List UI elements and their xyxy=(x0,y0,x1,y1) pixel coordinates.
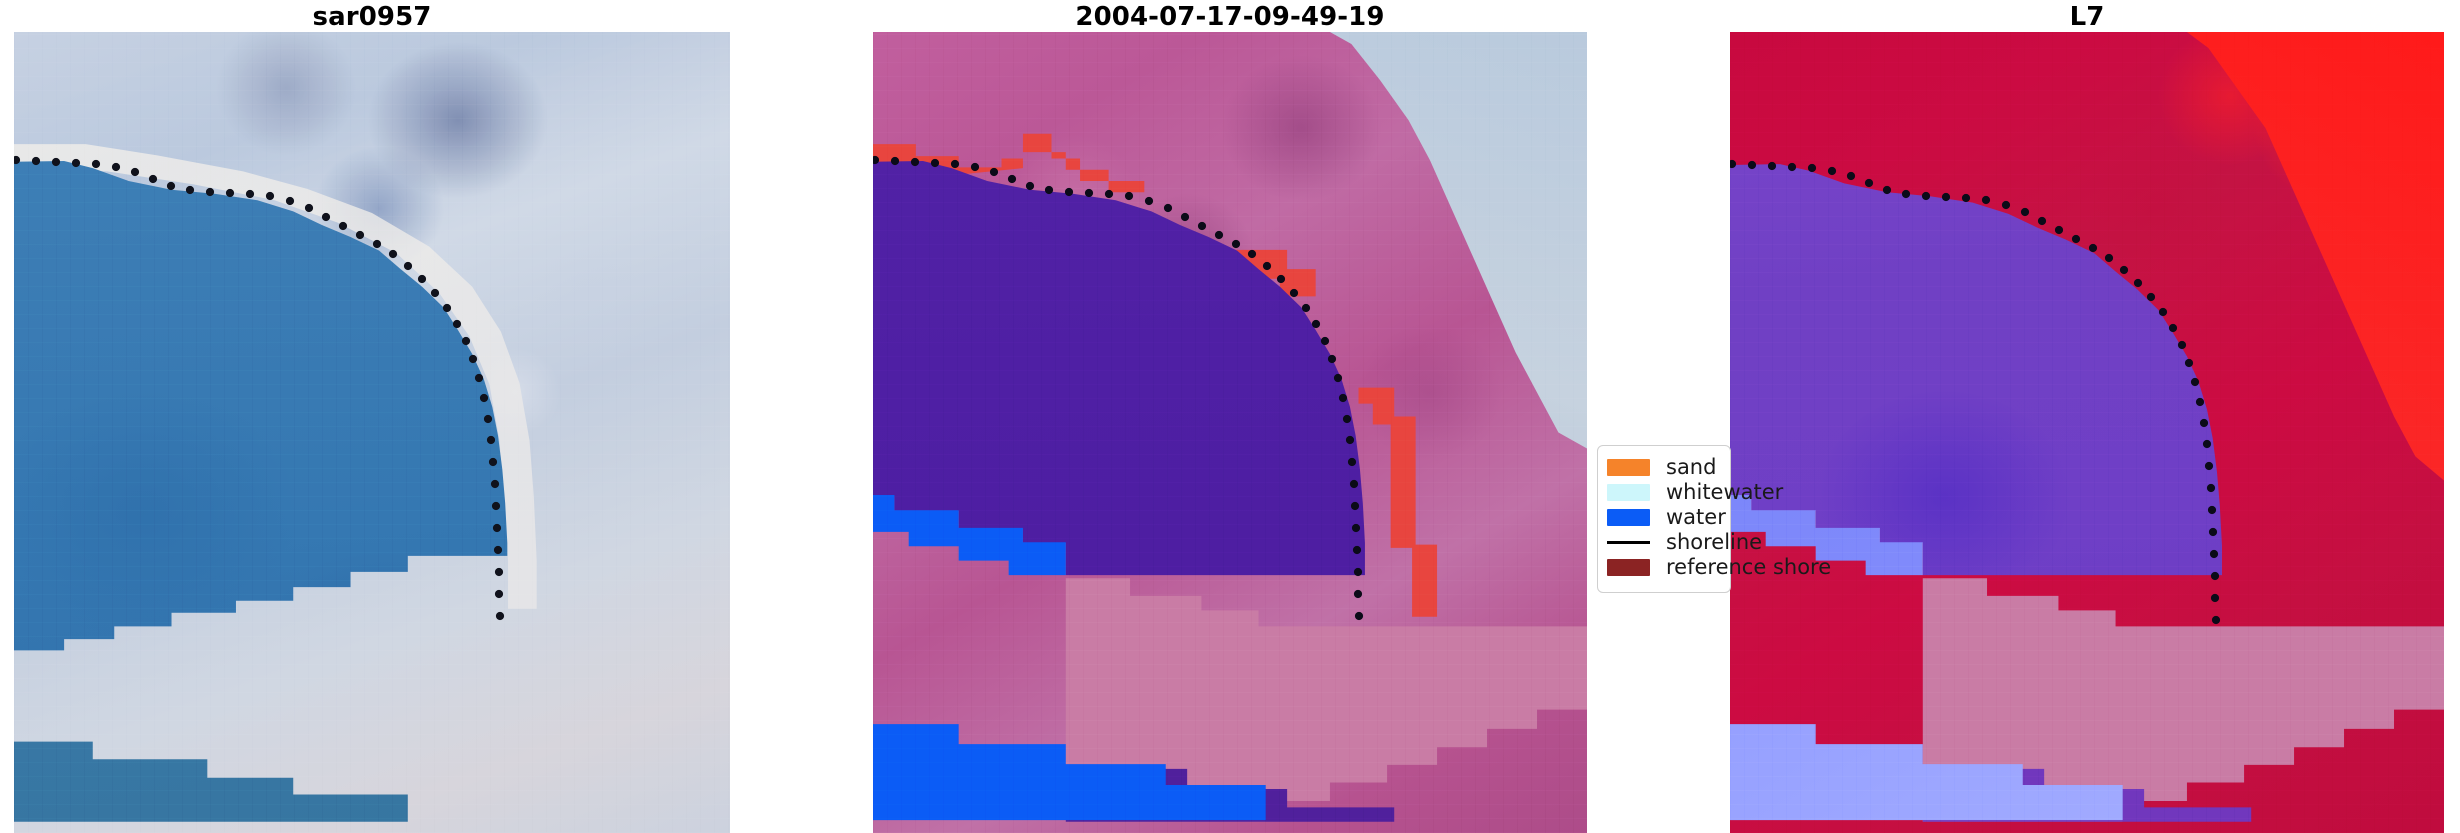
legend-label-reference-shore: reference shore xyxy=(1666,555,1832,579)
legend-item-shoreline: shoreline xyxy=(1607,530,1831,555)
panel-classified: 2004-07-17-09-49-19 xyxy=(873,0,1587,833)
legend-label-sand: sand xyxy=(1666,455,1717,479)
panel-title-l7: L7 xyxy=(2069,2,2105,32)
shoreline-overlay-classified xyxy=(873,155,1364,621)
legend-line-shoreline xyxy=(1607,534,1650,551)
legend-swatch-whitewater xyxy=(1607,484,1650,501)
axes-classified xyxy=(873,32,1587,833)
legend-item-reference-shore: reference shore xyxy=(1607,555,1831,580)
raster-image-classified xyxy=(873,32,1587,833)
axes-l7 xyxy=(1730,32,2444,833)
shoreline-overlay-sar xyxy=(14,155,505,621)
legend-swatch-sand xyxy=(1607,459,1650,476)
legend-box: sand whitewater water shoreline referenc… xyxy=(1597,445,1831,593)
legend-item-water: water xyxy=(1607,505,1831,530)
legend-label-water: water xyxy=(1666,505,1726,529)
shoreline-overlay-l7 xyxy=(1730,159,2221,625)
legend-swatch-water xyxy=(1607,509,1650,526)
legend-items: sand whitewater water shoreline referenc… xyxy=(1598,446,1831,580)
legend-item-whitewater: whitewater xyxy=(1607,480,1831,505)
legend-swatch-reference-shore xyxy=(1607,559,1650,576)
legend-label-shoreline: shoreline xyxy=(1666,530,1763,554)
legend-label-whitewater: whitewater xyxy=(1666,480,1784,504)
raster-image-l7 xyxy=(1730,32,2444,833)
panel-title-sar: sar0957 xyxy=(312,2,432,32)
legend-item-sand: sand xyxy=(1607,455,1831,480)
axes-sar xyxy=(14,32,730,833)
panel-sar: sar0957 xyxy=(14,0,730,833)
panel-title-classified: 2004-07-17-09-49-19 xyxy=(1075,2,1385,32)
panel-l7: L7 xyxy=(1730,0,2444,833)
raster-image-sar xyxy=(14,32,730,833)
